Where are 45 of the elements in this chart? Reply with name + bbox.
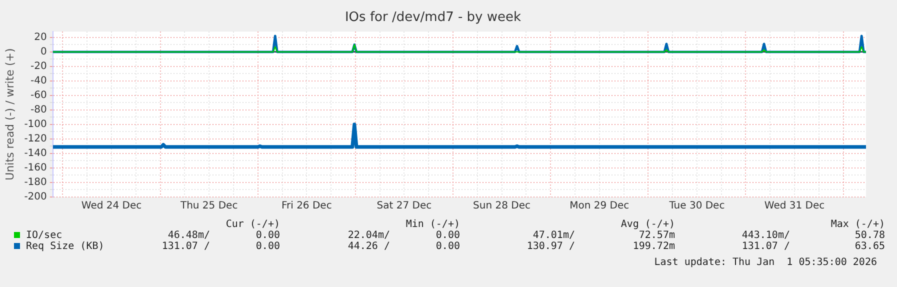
x-tick-label: Tue 30 Dec <box>668 200 725 212</box>
y-tick-label: -200 <box>24 192 47 203</box>
x-tick-label: Sun 28 Dec <box>473 200 531 212</box>
chart-title: IOs for /dev/md7 - by week <box>344 10 522 26</box>
text: Last update: Thu Jan 1 05:35:00 2026 <box>654 257 877 268</box>
x-tick-label: Fri 26 Dec <box>281 200 332 212</box>
y-tick-label: -180 <box>24 177 47 188</box>
text: 199.72m <box>632 241 675 252</box>
y-tick-label: -120 <box>24 134 47 145</box>
text: 47.01m/ <box>532 230 575 241</box>
x-tick-label: Wed 24 Dec <box>81 200 142 212</box>
y-tick-label: -80 <box>30 104 47 116</box>
x-tick-label: Mon 29 Dec <box>570 200 630 212</box>
y-tick-label: -20 <box>30 61 47 72</box>
text: 46.48m/ <box>166 230 210 241</box>
x-tick-label: Thu 25 Dec <box>179 200 238 212</box>
text: 0.00 <box>254 230 280 241</box>
text: 22.04m/ <box>346 230 390 241</box>
y-tick-label: -160 <box>24 162 47 174</box>
text: 0.00 <box>434 241 460 252</box>
text: 131.07 / <box>160 241 210 252</box>
y-tick-label: 0 <box>40 46 47 58</box>
y-tick-label: -40 <box>30 76 47 87</box>
x-tick-label: Sat 27 Dec <box>376 200 432 212</box>
text: 0.00 <box>254 241 280 252</box>
text: 130.97 / <box>526 241 575 252</box>
y-tick-label: -140 <box>24 148 47 160</box>
text: 0.00 <box>434 230 460 241</box>
x-tick-label: Wed 31 Dec <box>764 200 825 212</box>
y-tick-label: -60 <box>30 90 47 102</box>
text: 72.57m <box>638 230 675 241</box>
y-axis-title: Units read (-) / write (+) <box>3 48 16 180</box>
text: 44.26 / <box>346 241 390 252</box>
text: 443.10m/ <box>740 230 790 241</box>
text: Max (-/+) <box>830 219 885 230</box>
text: Min (-/+) <box>404 219 460 230</box>
text: 131.07 / <box>740 241 790 252</box>
text: 50.78 <box>854 230 885 241</box>
y-tick-label: 20 <box>34 32 47 43</box>
y-tick-label: -100 <box>24 119 47 130</box>
text: Cur (-/+) <box>224 219 280 230</box>
legend-label: IO/sec <box>25 230 64 241</box>
text: Avg (-/+) <box>620 219 675 230</box>
legend-label: Req Size (KB) <box>25 241 106 252</box>
text: 63.65 <box>854 241 885 252</box>
